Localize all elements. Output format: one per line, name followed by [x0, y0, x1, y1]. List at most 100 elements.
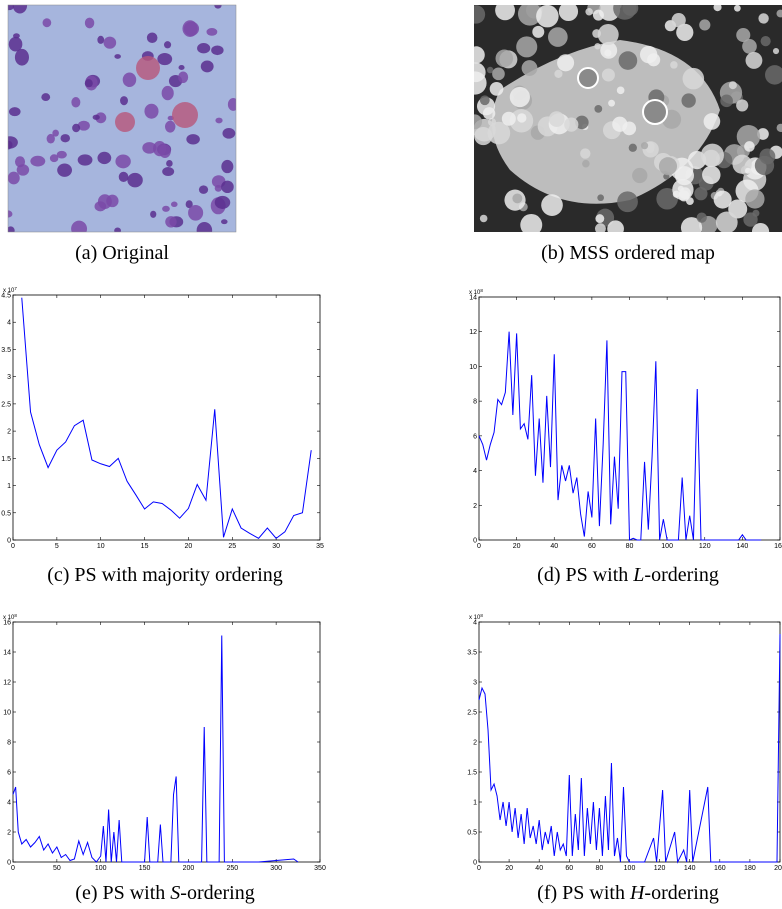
blob	[702, 165, 721, 185]
cell	[227, 98, 236, 111]
caption: (b) MSS ordered map	[541, 242, 715, 264]
x-tick-label: 35	[316, 543, 324, 550]
mss-map-image	[474, 5, 782, 232]
data-line	[478, 331, 762, 541]
x-tick-label: 5	[55, 543, 59, 550]
blob	[594, 43, 601, 50]
y-tick-label: 14	[469, 295, 477, 302]
blob	[601, 68, 615, 82]
data-line	[12, 635, 299, 863]
blob	[674, 166, 694, 186]
blob	[575, 115, 589, 130]
x-tick-label: 40	[550, 543, 558, 550]
blob	[617, 191, 638, 213]
y-tick-label: 2	[7, 830, 11, 837]
y-multiplier: x 108	[469, 613, 483, 621]
x-tick-label: 160	[774, 543, 782, 550]
blob	[604, 49, 612, 57]
y-tick-label: 3.5	[467, 650, 477, 657]
cell	[206, 28, 218, 36]
x-tick-label: 0	[477, 865, 481, 872]
cell	[52, 129, 59, 137]
blob	[776, 9, 782, 18]
cell	[172, 102, 198, 128]
cell	[157, 52, 173, 66]
y-tick-label: 8	[473, 399, 477, 406]
cell	[196, 221, 213, 232]
blob	[489, 81, 504, 96]
cell	[122, 72, 137, 88]
blob	[486, 66, 494, 74]
caption: (c) PS with majority ordering	[47, 564, 283, 586]
blob	[548, 111, 565, 127]
multiplier-base: x 10	[469, 615, 481, 621]
cell	[142, 142, 157, 154]
blob	[595, 214, 605, 223]
caption-part: (d) PS with	[537, 564, 633, 586]
cell	[60, 134, 71, 143]
cell	[14, 48, 29, 66]
y-tick-label: 0.5	[467, 830, 477, 837]
cell	[162, 205, 170, 212]
y-tick-label: 4	[7, 800, 11, 807]
multiplier-exponent: 8	[480, 288, 483, 293]
blob	[479, 95, 490, 106]
caption-part: -ordering	[180, 882, 254, 904]
blob	[517, 5, 542, 26]
y-tick-label: 2	[7, 429, 11, 436]
blob	[613, 5, 637, 20]
x-tick-label: 60	[565, 865, 573, 872]
blob	[516, 36, 538, 58]
blob	[557, 54, 575, 72]
y-tick-label: 14	[3, 650, 11, 657]
blob	[495, 49, 514, 68]
cell	[188, 204, 204, 221]
blob	[594, 223, 606, 232]
y-tick-label: 1.5	[467, 770, 477, 777]
blob	[608, 99, 615, 107]
cell	[127, 172, 143, 188]
cell	[136, 56, 160, 80]
blob	[520, 213, 543, 232]
x-tick-label: 300	[270, 865, 282, 872]
cell	[12, 5, 28, 14]
blob	[658, 157, 678, 176]
blob	[772, 47, 780, 55]
blob	[713, 5, 722, 12]
cell	[30, 155, 46, 167]
blob	[736, 99, 749, 112]
y-tick-label: 1	[473, 800, 477, 807]
cell	[222, 127, 236, 139]
blob	[501, 111, 516, 126]
x-tick-label: 100	[95, 865, 107, 872]
blob	[640, 142, 649, 150]
cell	[211, 45, 224, 56]
cell	[97, 35, 105, 44]
cell	[165, 216, 177, 228]
caption: (d) PS with L-ordering	[537, 564, 719, 586]
blob	[647, 53, 661, 67]
cell	[153, 141, 167, 157]
blob	[585, 8, 593, 16]
blob	[752, 209, 760, 217]
blob	[745, 52, 763, 69]
y-tick-label: 0	[7, 860, 11, 867]
x-tick-label: 0	[477, 543, 481, 550]
x-tick-label: 180	[744, 865, 756, 872]
cell	[42, 18, 52, 28]
cell	[114, 227, 121, 232]
blob	[554, 69, 563, 78]
cell	[214, 195, 231, 209]
blob	[736, 124, 761, 149]
blob	[696, 212, 707, 223]
blob	[521, 60, 538, 76]
caption: (f) PS with H-ordering	[537, 882, 719, 904]
cell	[198, 185, 209, 194]
cell	[8, 226, 15, 232]
blob	[676, 23, 694, 41]
cell	[8, 210, 13, 218]
y-multiplier: x 108	[469, 288, 483, 296]
axes-frame	[12, 294, 321, 541]
cell	[97, 151, 112, 165]
data-line	[478, 633, 781, 864]
